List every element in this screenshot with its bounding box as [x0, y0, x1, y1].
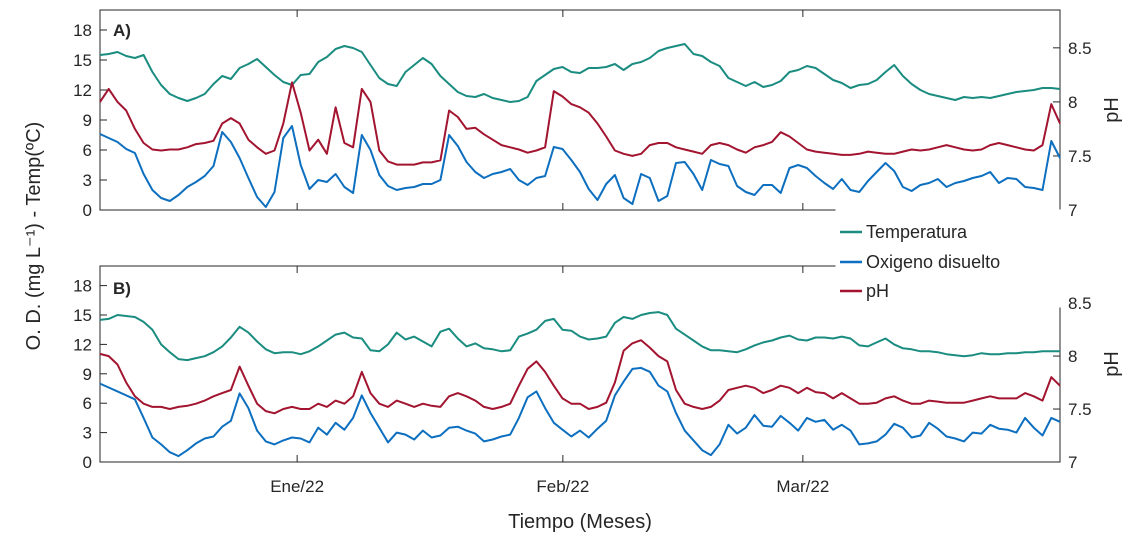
y-left-tick-label-a-1: 3 [83, 171, 92, 190]
x-tick-label-1: Feb/22 [536, 477, 589, 496]
legend-label-ph: pH [866, 281, 889, 301]
y-left-tick-label-a-0: 0 [83, 201, 92, 220]
series-line-a-ph [100, 82, 1060, 164]
series-line-b-oxigeno-disuelto [100, 368, 1060, 456]
legend-label-temperatura: Temperatura [866, 222, 968, 242]
panel-a: 0 3 6 9 12 15 18 7 7.5 8 8.5 A) [73, 10, 1092, 220]
y-axis-right-title-a: pH [1101, 97, 1123, 123]
y-axis-left-title: O. D. (mg L⁻¹) - Temp(ºC) [23, 122, 45, 351]
y-left-tick-label-b-0: 0 [83, 453, 92, 472]
y-left-tick-label-a-5: 15 [73, 51, 92, 70]
legend: Temperatura Oxigeno disuelto pH [836, 210, 1061, 307]
y-left-tick-label-b-5: 15 [73, 306, 92, 325]
series-line-a-oxigeno-disuelto [100, 126, 1060, 207]
y-left-tick-label-a-2: 6 [83, 141, 92, 160]
panel-a-label: A) [113, 21, 131, 40]
y-left-tick-label-a-6: 18 [73, 21, 92, 40]
x-tick-label-2: Mar/22 [776, 477, 829, 496]
y-left-tick-label-a-4: 12 [73, 81, 92, 100]
series-line-a-temperatura [100, 44, 1060, 102]
legend-label-oxigeno: Oxigeno disuelto [866, 252, 1000, 272]
y-left-tick-label-b-4: 12 [73, 335, 92, 354]
y-right-tick-label-b-2: 8 [1068, 347, 1077, 366]
y-left-tick-label-a-3: 9 [83, 111, 92, 130]
series-line-b-temperatura [100, 312, 1060, 360]
panel-a-ticks: 0 3 6 9 12 15 18 7 7.5 8 8.5 [73, 10, 1092, 220]
y-right-tick-label-b-0: 7 [1068, 453, 1077, 472]
panel-b-series [100, 312, 1060, 456]
y-right-tick-label-a-3: 8.5 [1068, 39, 1092, 58]
y-right-tick-label-b-3: 8.5 [1068, 294, 1092, 313]
y-right-tick-label-a-0: 7 [1068, 201, 1077, 220]
y-left-tick-label-b-3: 9 [83, 365, 92, 384]
y-axis-right-title-b: pH [1101, 351, 1123, 377]
y-right-tick-label-b-1: 7.5 [1068, 400, 1092, 419]
x-tick-label-0: Ene/22 [270, 477, 324, 496]
panel-b-label: B) [113, 279, 131, 298]
y-left-tick-label-b-6: 18 [73, 277, 92, 296]
panel-a-axes-box [100, 10, 1060, 210]
y-right-tick-label-a-2: 8 [1068, 93, 1077, 112]
panel-a-series [100, 44, 1060, 207]
x-axis-title: Tiempo (Meses) [508, 511, 652, 533]
y-left-tick-label-b-1: 3 [83, 424, 92, 443]
y-right-tick-label-a-1: 7.5 [1068, 147, 1092, 166]
y-left-tick-label-b-2: 6 [83, 394, 92, 413]
